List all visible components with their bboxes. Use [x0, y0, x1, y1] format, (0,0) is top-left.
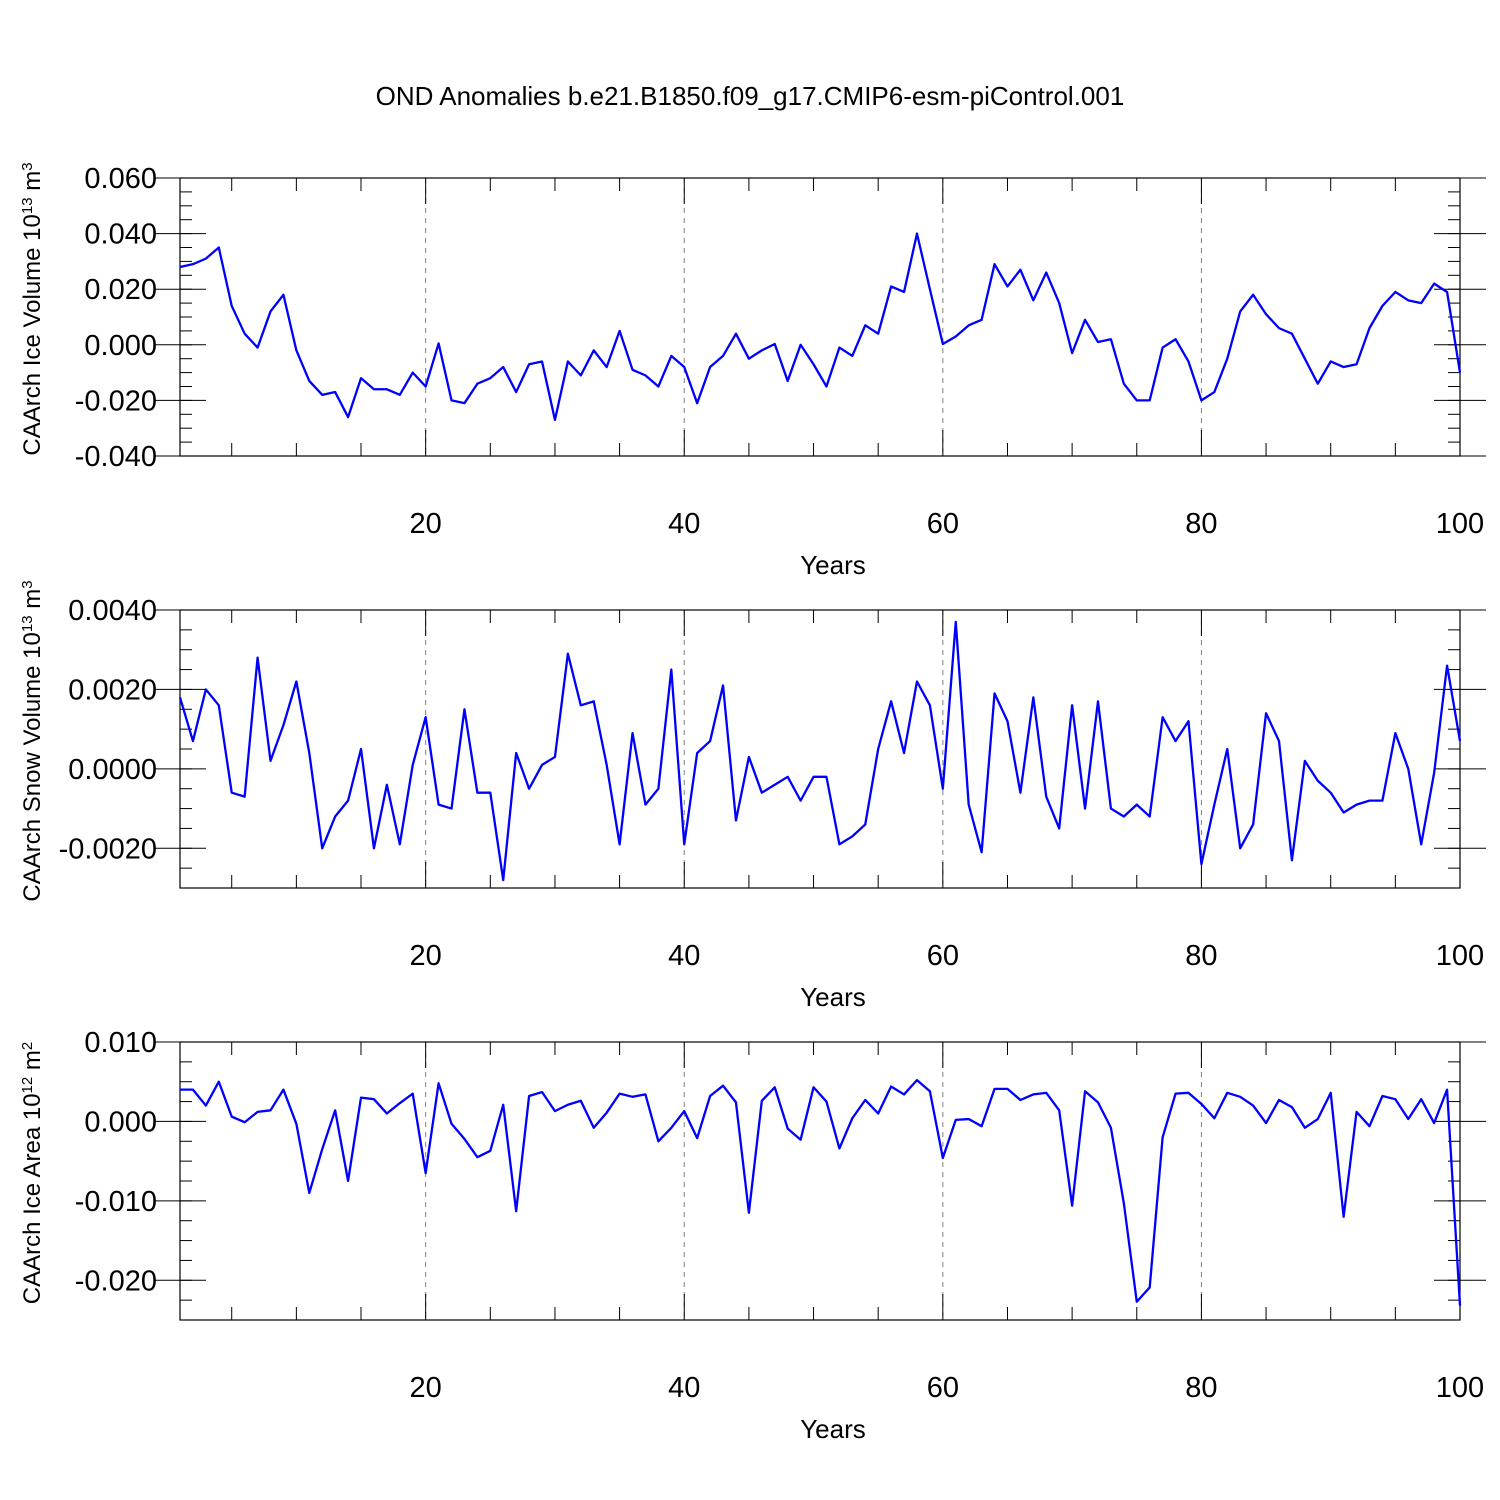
y-axis-label-unit-exponent: 3 — [19, 580, 36, 588]
y-tick-label: 0.060 — [84, 163, 157, 195]
series-line — [178, 620, 1462, 882]
series-line — [179, 232, 1462, 422]
x-tick-label: 40 — [668, 508, 700, 540]
y-axis-label-exponent: 13 — [19, 615, 36, 632]
y-tick-label: 0.040 — [84, 219, 157, 251]
x-axis-label: Years — [800, 982, 866, 1012]
y-tick-label: 0.020 — [84, 274, 157, 306]
x-tick-label: 40 — [668, 1372, 700, 1404]
y-tick-label: -0.0020 — [59, 833, 157, 865]
x-tick-label: 80 — [1185, 508, 1217, 540]
y-tick-label: 0.0000 — [68, 754, 157, 786]
x-tick-label: 60 — [927, 1372, 959, 1404]
y-axis-label: CAArch Ice Volume 1013 m3 — [19, 162, 47, 455]
panel-3: 0.010 0.000 -0.010 -0.020 20 40 60 80 100 Years CA… — [19, 1027, 1486, 1444]
plot-frame — [179, 1041, 1461, 1321]
x-axis-label: Years — [800, 1414, 866, 1444]
x-tick-label: 100 — [1436, 508, 1484, 540]
chart-title: OND Anomalies b.e21.B1850.f09_g17.CMIP6-… — [376, 81, 1125, 111]
y-axis-label-unit-exponent: 2 — [19, 1042, 36, 1050]
y-axis-label-unit-exponent: 3 — [19, 162, 36, 170]
y-tick-label: 0.0040 — [68, 595, 157, 627]
y-axis-label-text: CAArch Snow Volume 10 — [19, 632, 46, 901]
y-tick-label: -0.020 — [75, 1265, 157, 1297]
series-line — [180, 1078, 1462, 1306]
x-tick-label: 40 — [668, 940, 700, 972]
y-tick-label: 0.010 — [84, 1027, 157, 1059]
y-axis-label-unit: m — [19, 171, 46, 198]
y-axis-label-text: CAArch Ice Area 10 — [19, 1093, 46, 1304]
y-axis-label: CAArch Ice Area 1012 m2 — [19, 1042, 47, 1304]
x-tick-label: 20 — [410, 1372, 442, 1404]
y-axis-label-unit: m — [19, 1050, 46, 1077]
y-axis-label: CAArch Snow Volume 1013 m3 — [19, 580, 47, 901]
x-axis-label: Years — [800, 550, 866, 580]
y-tick-label: -0.010 — [75, 1186, 157, 1218]
y-axis-label-exponent: 13 — [19, 197, 36, 214]
x-tick-label: 100 — [1436, 1372, 1484, 1404]
x-tick-label: 80 — [1185, 940, 1217, 972]
y-tick-label: 0.000 — [84, 1106, 157, 1138]
y-tick-label: -0.020 — [75, 385, 157, 417]
y-tick-label: -0.040 — [75, 441, 157, 473]
y-tick-label: 0.000 — [84, 330, 157, 362]
x-tick-label: 20 — [410, 508, 442, 540]
x-tick-label: 60 — [927, 940, 959, 972]
x-tick-label: 60 — [927, 508, 959, 540]
x-tick-label: 100 — [1436, 940, 1484, 972]
y-tick-label: 0.0020 — [68, 674, 157, 706]
plot-frame — [179, 609, 1461, 889]
panel-2: 0.0040 0.0020 0.0000 -0.0020 20 40 60 80 100 Year… — [19, 580, 1486, 1012]
y-axis-label-exponent: 12 — [19, 1077, 36, 1094]
x-tick-label: 20 — [410, 940, 442, 972]
panel-1: 0.060 0.040 0.020 0.000 -0.020 -0.040 20 40 60 80… — [19, 162, 1486, 580]
x-tick-label: 80 — [1185, 1372, 1217, 1404]
y-axis-label-unit: m — [19, 589, 46, 616]
y-axis-label-text: CAArch Ice Volume 10 — [19, 214, 46, 455]
